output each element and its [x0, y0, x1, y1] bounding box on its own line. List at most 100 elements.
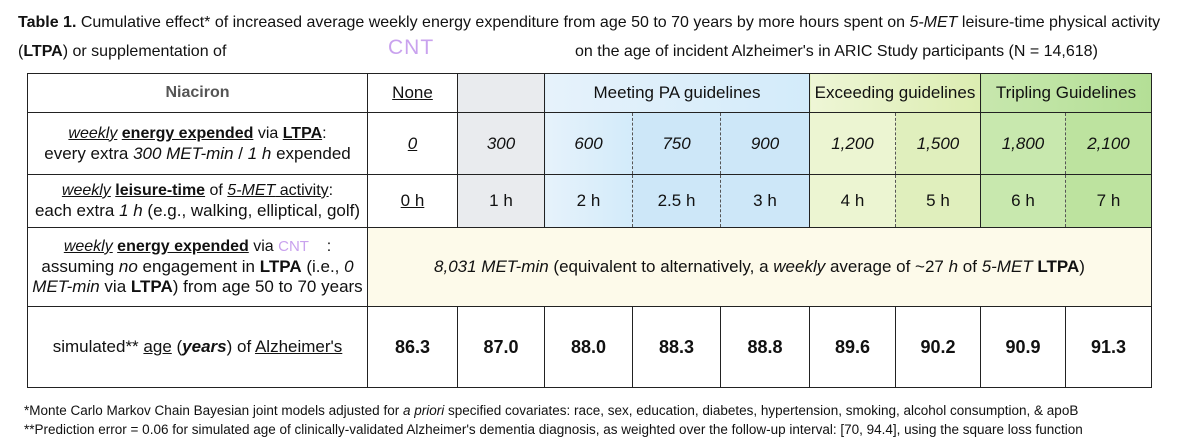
energy-cell: 0: [367, 112, 458, 175]
header-blank: [457, 73, 545, 113]
label-part: LTPA: [259, 257, 302, 276]
label-part: :: [326, 238, 332, 255]
footnote-mark: *: [24, 403, 30, 418]
header-row: Niaciron None Meeting PA guidelines Exce…: [27, 73, 1152, 113]
cnt-label: CNT: [278, 238, 309, 255]
cnt-merged-cell: 8,031 MET-min (equivalent to alternative…: [367, 227, 1152, 307]
merged-part: average of ~27: [825, 257, 949, 276]
energy-cell: 750: [632, 112, 721, 175]
results-table: Niaciron None Meeting PA guidelines Exce…: [27, 73, 1152, 388]
cnt-row: weekly energy expended via CNT : assumin…: [27, 227, 1152, 307]
label-part: :: [322, 124, 327, 142]
header-none: None: [367, 73, 458, 113]
label-part: years: [182, 337, 227, 356]
label-part: LTPA: [282, 124, 323, 142]
label-part: expended: [271, 143, 351, 163]
age-cell: 88.3: [632, 306, 721, 388]
footnote-text: specified covariates: race, sex, educati…: [444, 403, 1079, 418]
caption-line-2b: on the age of incident Alzheimer's in AR…: [575, 43, 1098, 60]
caption-label: Table 1.: [18, 14, 77, 31]
time-cell: 0 h: [367, 174, 458, 228]
age-row: simulated** age (years) of Alzheimer's 8…: [27, 306, 1152, 388]
merged-part: ): [1079, 257, 1085, 276]
time-cell: 3 h: [720, 174, 810, 228]
label-part: 0: [344, 257, 354, 276]
energy-cell: 1,500: [895, 112, 981, 175]
energy-cell: 1,800: [980, 112, 1066, 175]
caption-ltpa: LTPA: [23, 43, 63, 60]
footnote-1: *Monte Carlo Markov Chain Bayesian joint…: [24, 402, 1078, 420]
label-part: each extra: [34, 201, 120, 220]
label-part: 300 MET-min: [133, 143, 234, 163]
energy-cell: 900: [720, 112, 810, 175]
label-part: of: [205, 182, 228, 199]
label-part: engagement in: [137, 257, 260, 276]
time-row-label: weekly leisure-time of 5-MET activity: e…: [27, 174, 368, 228]
age-cell: 89.6: [809, 306, 896, 388]
time-cell: 1 h: [457, 174, 545, 228]
label-part: 1 h: [247, 143, 272, 163]
label-part: LTPA: [130, 277, 173, 296]
label-part: activity: [275, 182, 329, 199]
merged-part: h: [948, 257, 959, 276]
label-part: no: [118, 257, 138, 276]
label-part: via: [99, 277, 131, 296]
age-cell: 88.8: [720, 306, 810, 388]
label-part: via: [253, 124, 283, 142]
label-part: simulated**: [52, 337, 144, 356]
caption-line-1: Table 1. Cumulative effect* of increased…: [18, 12, 1160, 34]
energy-cell: 300: [457, 112, 545, 175]
footnote-text: Prediction error = 0.06 for simulated ag…: [34, 422, 1083, 437]
label-part: energy expended: [121, 124, 254, 142]
footnote-text: a priori: [402, 403, 445, 418]
caption-text: (: [18, 43, 24, 60]
time-cell: 2.5 h: [632, 174, 721, 228]
age-row-label: simulated** age (years) of Alzheimer's: [27, 306, 368, 388]
caption-text: Cumulative effect* of increased average …: [76, 14, 910, 31]
energy-row: weekly energy expended via LTPA: every e…: [27, 112, 1152, 175]
merged-part: 8,031 MET-min: [434, 257, 549, 276]
header-tripling: Tripling Guidelines: [980, 73, 1152, 113]
label-part: /: [233, 143, 248, 163]
caption-text: leisure-time physical activity: [957, 14, 1161, 31]
merged-part: weekly: [773, 257, 826, 276]
energy-row-label: weekly energy expended via LTPA: every e…: [27, 112, 368, 175]
age-cell: 87.0: [457, 306, 545, 388]
caption-line-2a: (LTPA) or supplementation of: [18, 41, 226, 63]
header-exceeding: Exceeding guidelines: [809, 73, 981, 113]
time-cell: 6 h: [980, 174, 1066, 228]
label-part: MET-min: [32, 277, 100, 296]
age-cell: 90.9: [980, 306, 1066, 388]
label-part: Alzheimer's: [254, 337, 343, 356]
label-part: leisure-time: [115, 182, 206, 199]
caption-met: 5-MET: [909, 14, 958, 31]
energy-cell: 600: [544, 112, 633, 175]
header-meeting: Meeting PA guidelines: [544, 73, 810, 113]
time-row: weekly leisure-time of 5-MET activity: e…: [27, 174, 1152, 228]
merged-part: 5-MET: [981, 257, 1033, 276]
label-part: energy expended: [117, 238, 249, 255]
time-cell: 7 h: [1065, 174, 1152, 228]
label-part: (i.e.,: [301, 257, 345, 276]
label-part: age: [143, 337, 172, 356]
label-part: weekly: [68, 124, 118, 142]
corner-cell: Niaciron: [27, 73, 368, 113]
label-part: 1 h: [119, 201, 143, 220]
footnote-mark: **: [24, 422, 35, 437]
label-part: every extra: [44, 143, 134, 163]
label-part: (: [171, 337, 183, 356]
caption-text: ) or supplementation of: [62, 43, 227, 60]
energy-cell: 2,100: [1065, 112, 1152, 175]
age-cell: 86.3: [367, 306, 458, 388]
label-part: ) of: [226, 337, 255, 356]
label-part: :: [328, 182, 334, 199]
label-part: (e.g., walking, elliptical, golf): [142, 201, 361, 220]
age-cell: 90.2: [895, 306, 981, 388]
merged-part: of: [958, 257, 982, 276]
energy-cell: 1,200: [809, 112, 896, 175]
footnote-text: Monte Carlo Markov Chain Bayesian joint …: [29, 403, 403, 418]
age-cell: 88.0: [544, 306, 633, 388]
label-part: 5-MET: [227, 182, 276, 199]
time-cell: 2 h: [544, 174, 633, 228]
merged-part: LTPA: [1037, 257, 1080, 276]
